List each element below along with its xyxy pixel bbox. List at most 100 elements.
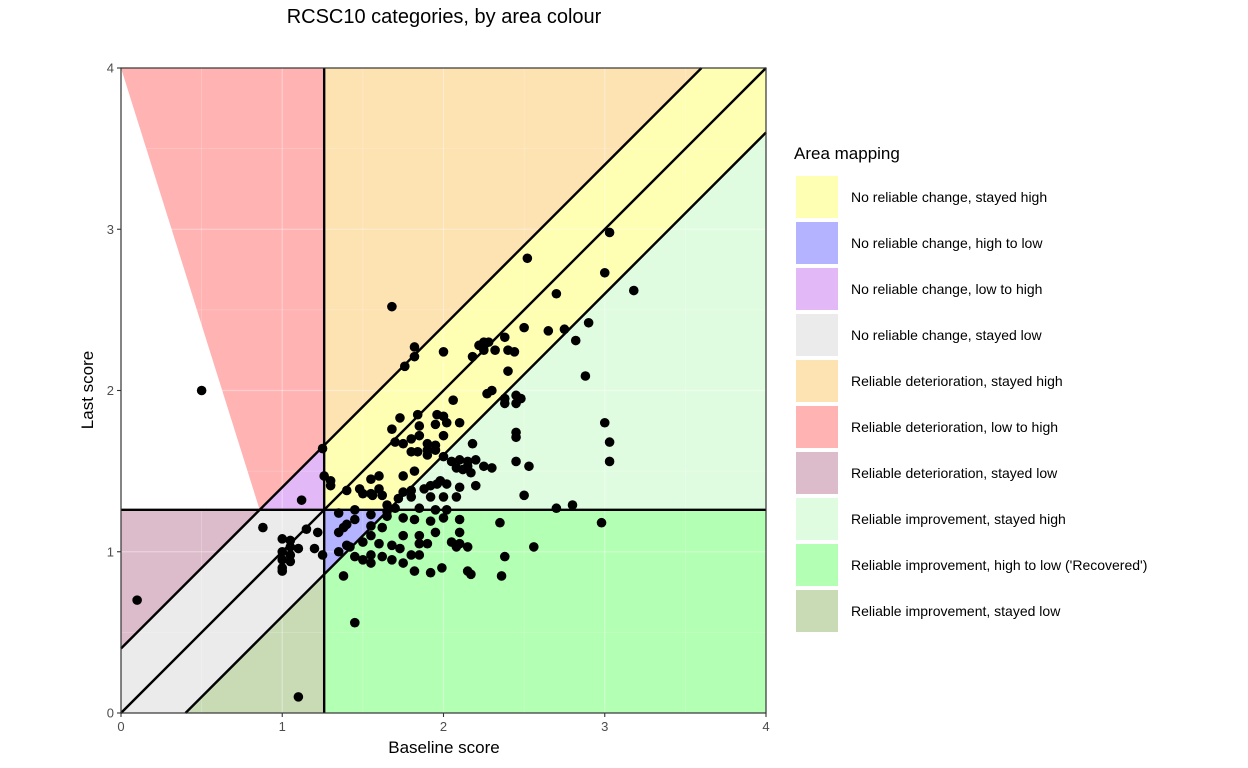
legend-swatch <box>796 406 838 448</box>
y-tick-label: 3 <box>107 222 114 237</box>
legend-swatch <box>796 590 838 632</box>
data-point <box>511 432 521 443</box>
data-point <box>467 438 478 449</box>
data-point <box>374 471 384 481</box>
legend-item: No reliable change, stayed low <box>794 312 1234 358</box>
legend-item: Reliable improvement, stayed low <box>794 588 1234 634</box>
no-change-diagonal <box>120 67 767 714</box>
data-point <box>395 413 405 423</box>
data-point <box>301 524 312 534</box>
legend-item: No reliable change, stayed high <box>794 174 1234 220</box>
data-point <box>350 617 360 628</box>
data-point <box>366 474 376 484</box>
data-point <box>567 500 578 510</box>
data-point <box>367 490 378 501</box>
data-point <box>393 493 404 504</box>
data-point <box>285 556 296 567</box>
data-point <box>377 551 388 562</box>
legend-label: Reliable improvement, stayed high <box>851 511 1066 527</box>
data-point <box>451 492 462 502</box>
legend-item: Reliable improvement, high to low ('Reco… <box>794 542 1234 588</box>
data-point <box>496 571 507 581</box>
data-point <box>409 342 420 352</box>
data-point <box>414 503 425 514</box>
data-point <box>390 437 400 447</box>
data-point <box>458 464 468 475</box>
data-point <box>409 351 420 362</box>
data-point <box>551 503 562 514</box>
data-point <box>467 351 478 362</box>
data-point <box>366 530 376 541</box>
legend-swatch <box>796 222 838 264</box>
data-point <box>430 527 441 538</box>
legend-label: Reliable improvement, stayed low <box>851 603 1061 619</box>
data-point <box>277 555 288 565</box>
data-point <box>499 398 510 409</box>
data-point <box>490 345 500 355</box>
data-point <box>441 417 452 428</box>
data-point <box>604 227 615 238</box>
data-point <box>454 527 465 538</box>
data-point <box>596 517 607 528</box>
legend-swatch <box>796 360 838 402</box>
data-point <box>454 417 465 428</box>
data-point <box>509 347 520 357</box>
legend-label: No reliable change, stayed low <box>851 327 1042 343</box>
data-point <box>430 505 441 515</box>
data-point <box>377 522 388 533</box>
data-point <box>398 558 408 568</box>
data-point <box>366 521 376 531</box>
data-point <box>470 455 481 465</box>
data-point <box>398 530 408 541</box>
legend-swatch <box>796 498 838 540</box>
data-point <box>482 388 492 399</box>
data-point <box>398 513 408 523</box>
data-point <box>438 492 449 502</box>
data-point <box>466 569 476 580</box>
data-point <box>519 322 529 333</box>
data-point <box>559 324 570 335</box>
data-point <box>454 482 465 493</box>
data-point <box>406 550 417 560</box>
legend-swatch <box>796 452 838 494</box>
x-tick-label: 0 <box>117 719 124 734</box>
data-point <box>570 335 581 346</box>
data-point <box>543 326 554 336</box>
y-tick-label: 2 <box>107 383 114 398</box>
data-point <box>414 550 425 560</box>
legend-label: No reliable change, low to high <box>851 281 1043 297</box>
data-point <box>470 480 481 491</box>
y-tick-label: 1 <box>107 544 114 559</box>
data-point <box>350 505 360 515</box>
data-point <box>529 542 539 552</box>
data-point <box>422 450 433 460</box>
data-point <box>341 485 352 496</box>
data-point <box>437 563 447 573</box>
data-point <box>333 546 344 557</box>
data-point <box>414 530 425 541</box>
x-tick-label: 4 <box>762 719 769 734</box>
data-point <box>438 513 449 523</box>
data-point <box>132 595 142 605</box>
data-point <box>438 347 449 357</box>
data-point <box>583 317 594 328</box>
data-point <box>438 430 449 441</box>
data-point <box>441 505 452 515</box>
legend-swatch <box>796 176 838 218</box>
legend-items: No reliable change, stayed high No reliab… <box>794 174 1234 634</box>
data-point <box>551 288 562 299</box>
data-point <box>333 508 344 518</box>
legend-swatch <box>796 268 838 310</box>
data-point <box>414 538 425 549</box>
data-point <box>479 345 489 355</box>
legend-title: Area mapping <box>794 144 900 163</box>
legend-label: Reliable deterioration, low to high <box>851 419 1059 435</box>
data-point <box>258 522 268 533</box>
data-point <box>345 542 355 552</box>
legend-label: Reliable deterioration, stayed high <box>851 373 1063 389</box>
data-point <box>325 480 336 491</box>
data-point <box>628 285 639 296</box>
data-point <box>599 267 610 278</box>
data-point <box>196 385 207 396</box>
